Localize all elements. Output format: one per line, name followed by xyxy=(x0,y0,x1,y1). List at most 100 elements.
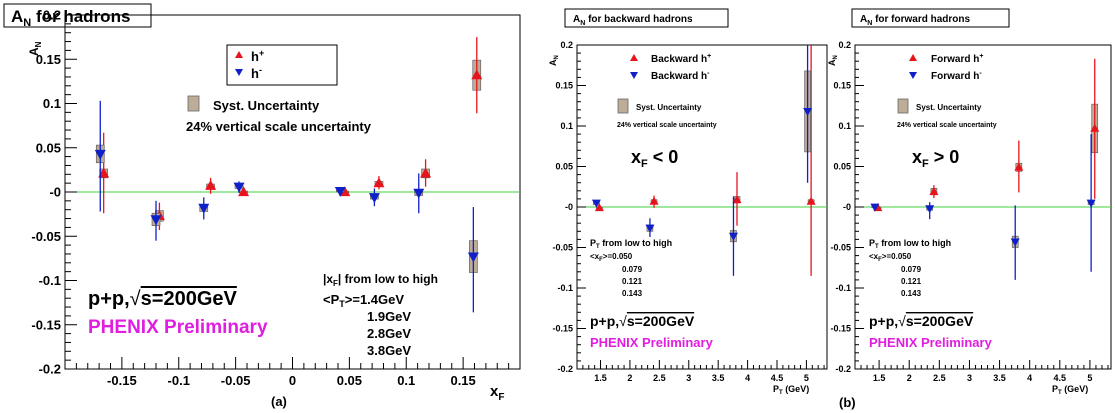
x-tick-label: 0 xyxy=(289,373,296,388)
xf-mean-value: 0.079 xyxy=(901,265,922,274)
y-axis-label: AN xyxy=(548,55,560,66)
title-box xyxy=(564,8,729,28)
marker-h-minus xyxy=(94,149,106,160)
legend-marker-h-plus xyxy=(630,54,638,61)
marker-h-minus xyxy=(728,232,738,241)
x-axis-label: PT (GeV) xyxy=(1052,384,1088,396)
marker-h-minus xyxy=(1010,238,1020,247)
syst-legend-box xyxy=(897,98,909,114)
y-tick-label: 0.05 xyxy=(555,162,573,172)
legend-marker-h-minus xyxy=(235,69,243,76)
ordering-note: PT from low to high xyxy=(869,238,951,250)
panel-backward-hadrons: AN for backward hadrons -0.2-0.15-0.1-0.… xyxy=(548,8,856,410)
y-tick-label: 0.1 xyxy=(43,96,61,111)
marker-h-minus xyxy=(645,224,655,233)
preliminary-label: PHENIX Preliminary xyxy=(88,317,268,338)
x-tick-label: 3.5 xyxy=(993,373,1006,383)
y-tick-label: 0.1 xyxy=(560,121,573,131)
y-tick-label: 0.05 xyxy=(36,140,61,155)
legend-entry-h-plus: Forward h+ xyxy=(931,53,983,65)
y-axis-label: AN xyxy=(27,41,43,56)
collision-system-label: p+p,√s=200GeV xyxy=(869,313,974,329)
data-marks xyxy=(591,45,816,276)
marker-h-plus xyxy=(339,186,351,197)
x-tick-label: -0.15 xyxy=(107,373,137,388)
marker-h-plus xyxy=(594,203,604,212)
y-tick-label: -0 xyxy=(49,185,61,200)
y-tick-label: -0 xyxy=(843,202,851,212)
y-tick-label: 0.2 xyxy=(838,40,851,50)
marker-h-plus xyxy=(205,180,217,190)
y-tick-label: -0 xyxy=(565,202,573,212)
x-tick-label: 2 xyxy=(907,373,912,383)
legend-entry-h-minus: h- xyxy=(251,65,262,81)
syst-legend-box xyxy=(187,95,200,112)
marker-h-plus xyxy=(732,194,742,204)
marker-h-plus xyxy=(471,69,483,80)
legend-marker-h-plus xyxy=(235,51,243,58)
marker-h-minus xyxy=(413,188,425,199)
x-tick-label: 1.5 xyxy=(873,373,886,383)
xf-region-label: xF < 0 xyxy=(631,147,678,170)
xf-region-label: xF > 0 xyxy=(912,147,959,170)
xf-mean-value: 0.121 xyxy=(622,277,643,286)
chart-title: AN for backward hadrons xyxy=(573,14,693,27)
legend: Backward h+ Backward h- xyxy=(630,53,711,82)
y-tick-label: -0.05 xyxy=(830,243,851,253)
y-tick-label: -0.15 xyxy=(31,317,61,332)
legend-entry-h-plus: Backward h+ xyxy=(651,53,711,65)
x-tick-label: 2.5 xyxy=(933,373,946,383)
xf-mean-value: 0.143 xyxy=(901,289,922,298)
x-tick-label: 4.5 xyxy=(1054,373,1067,383)
y-axis: -0.2 -0.15 -0.1 -0.05 -0 0.05 0.1 0.15 0.2 xyxy=(31,8,77,377)
syst-legend-label: Syst. Uncertainty xyxy=(636,103,702,112)
x-tick-label: 4 xyxy=(1027,373,1032,383)
legend-entry-h-minus: Forward h- xyxy=(931,70,982,82)
chart-title: AN for hadrons xyxy=(11,7,130,29)
legend-marker-h-minus xyxy=(630,72,638,79)
marker-h-minus xyxy=(1086,199,1096,208)
xf-mean-value: 0.079 xyxy=(622,265,643,274)
xf-mean-label: <xF>=0.050 xyxy=(869,252,912,263)
x-tick-label: -0.05 xyxy=(221,373,251,388)
pt-mean-value: 2.8GeV xyxy=(367,326,411,341)
legend: h+ h- xyxy=(226,44,338,86)
y-tick-label: 0.15 xyxy=(36,52,61,67)
marker-h-minus xyxy=(870,203,880,212)
marker-h-plus xyxy=(98,167,110,178)
x-axis: 1.5 2 2.5 3 3.5 4 4.5 5 xyxy=(576,360,825,383)
x-tick-label: 5 xyxy=(1087,373,1092,383)
y-tick-label: 0.2 xyxy=(43,8,61,23)
legend-marker-h-plus xyxy=(909,54,917,61)
marker-h-minus xyxy=(150,215,162,226)
x-tick-label: 5 xyxy=(804,373,809,383)
y-tick-label: -0.2 xyxy=(39,362,61,377)
y-tick-label: -0.1 xyxy=(39,273,61,288)
y-tick-label: 0.15 xyxy=(555,81,573,91)
marker-h-minus xyxy=(467,252,479,263)
preliminary-label: PHENIX Preliminary xyxy=(869,335,993,350)
scale-uncertainty-note: 24% vertical scale uncertainty xyxy=(186,119,372,134)
x-tick-label: 3.5 xyxy=(712,373,725,383)
legend: Forward h+ Forward h- xyxy=(909,53,983,82)
y-tick-label: -0.1 xyxy=(835,283,851,293)
xf-mean-value: 0.143 xyxy=(622,289,643,298)
marker-h-minus xyxy=(198,203,210,214)
y-tick-label: -0.05 xyxy=(31,229,61,244)
syst-legend-box xyxy=(617,98,629,114)
marker-h-plus xyxy=(1014,162,1024,171)
y-tick-label: 0.15 xyxy=(833,81,851,91)
x-tick-label: 4 xyxy=(745,373,750,383)
marker-h-minus xyxy=(803,108,813,117)
marker-h-plus xyxy=(420,167,432,178)
scale-uncertainty-note: 24% vertical scale uncertainty xyxy=(897,122,997,129)
ordering-note: |xF| from low to high xyxy=(323,272,438,288)
marker-h-plus xyxy=(1090,123,1100,132)
preliminary-label: PHENIX Preliminary xyxy=(590,335,714,350)
x-tick-label: 3 xyxy=(967,373,972,383)
marker-h-plus xyxy=(238,186,250,197)
panel-hadrons-vs-xf: AN for hadrons -0.2 -0.15 -0.1 -0.05 -0 0.05 0… xyxy=(3,3,521,409)
y-axis-label: AN xyxy=(827,55,839,66)
data-marks xyxy=(870,58,1100,280)
